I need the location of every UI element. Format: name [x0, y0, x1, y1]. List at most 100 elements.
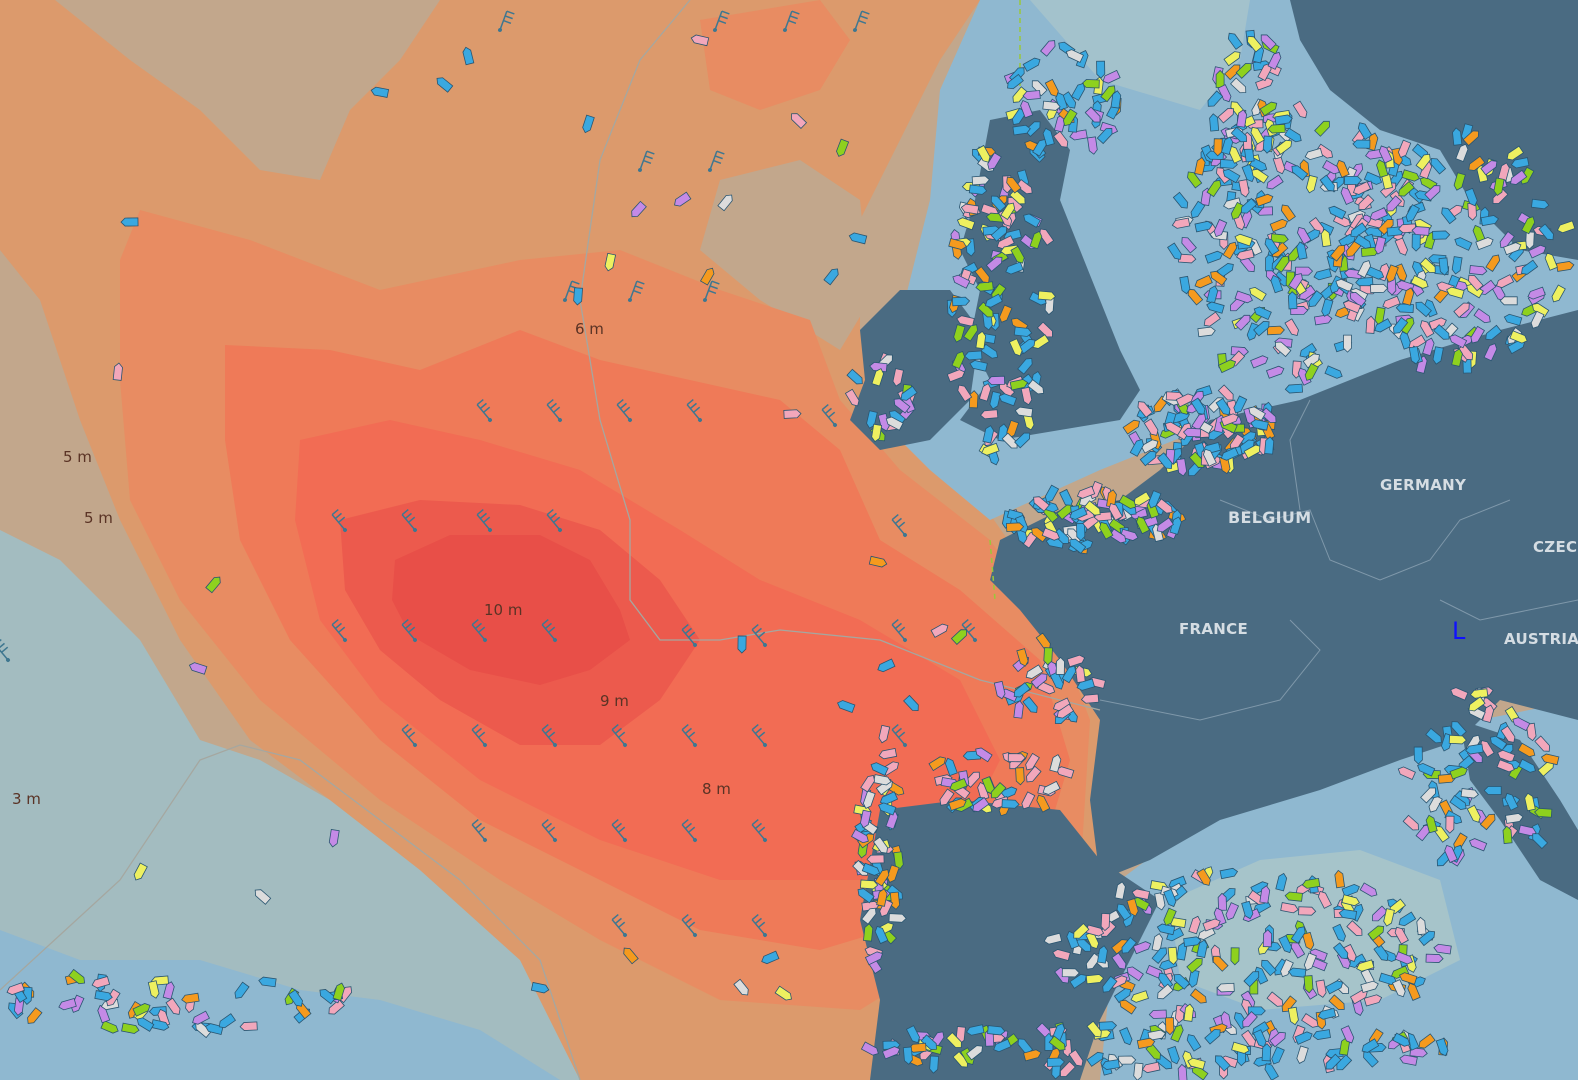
ship-icon[interactable] — [1249, 125, 1265, 145]
ship-icon[interactable] — [1296, 241, 1308, 260]
ship-icon[interactable] — [986, 375, 1006, 386]
ship-icon[interactable] — [1217, 106, 1236, 124]
ship-icon[interactable] — [1245, 34, 1263, 53]
ship-icon[interactable] — [1510, 157, 1530, 169]
ship-icon[interactable] — [1527, 286, 1546, 300]
ship-icon[interactable] — [948, 797, 968, 811]
ship-icon[interactable] — [328, 829, 340, 848]
ship-icon[interactable] — [1468, 837, 1488, 852]
ship-icon[interactable] — [964, 350, 983, 361]
ship-icon[interactable] — [1046, 1057, 1065, 1067]
ship-icon[interactable] — [892, 368, 904, 387]
ship-icon[interactable] — [1234, 312, 1253, 331]
ship-icon[interactable] — [1018, 337, 1037, 355]
ship-icon[interactable] — [1378, 144, 1393, 164]
ship-icon[interactable] — [1428, 156, 1447, 175]
ship-icon[interactable] — [1253, 319, 1272, 337]
ship-icon[interactable] — [1540, 753, 1560, 766]
ship-icon[interactable] — [1036, 321, 1055, 340]
ship-icon[interactable] — [1343, 334, 1352, 353]
ship-icon[interactable] — [1255, 193, 1275, 207]
ship-icon[interactable] — [1187, 1057, 1206, 1070]
ship-icon[interactable] — [1443, 844, 1458, 864]
ship-icon[interactable] — [864, 950, 884, 966]
ship-icon[interactable] — [1325, 979, 1345, 995]
ship-icon[interactable] — [1076, 523, 1086, 542]
ship-icon[interactable] — [1369, 207, 1388, 222]
ship-icon[interactable] — [1236, 109, 1248, 128]
ship-icon[interactable] — [1241, 900, 1254, 920]
ship-icon[interactable] — [1141, 1061, 1161, 1074]
ship-icon[interactable] — [1183, 1003, 1194, 1022]
ship-icon[interactable] — [1346, 920, 1365, 938]
ship-icon[interactable] — [1172, 972, 1191, 990]
ship-icon[interactable] — [1053, 130, 1071, 149]
ship-icon[interactable] — [1550, 284, 1566, 304]
ship-icon[interactable] — [1177, 1063, 1188, 1080]
ship-icon[interactable] — [874, 925, 889, 945]
ship-icon[interactable] — [1288, 271, 1305, 291]
ship-icon[interactable] — [1215, 69, 1225, 88]
ship-icon[interactable] — [1208, 269, 1228, 286]
ship-icon[interactable] — [1438, 257, 1449, 276]
ship-icon[interactable] — [1167, 1045, 1181, 1065]
ship-icon[interactable] — [977, 301, 996, 319]
ship-icon[interactable] — [1155, 498, 1174, 516]
ship-icon[interactable] — [1502, 825, 1513, 844]
ship-icon[interactable] — [1096, 126, 1114, 145]
ship-icon[interactable] — [1394, 237, 1409, 257]
ship-icon[interactable] — [1449, 686, 1469, 701]
ship-icon[interactable] — [1466, 155, 1486, 173]
ship-icon[interactable] — [1355, 959, 1375, 973]
ship-icon[interactable] — [1234, 290, 1254, 304]
ship-icon[interactable] — [1147, 490, 1162, 510]
ship-icon[interactable] — [951, 296, 971, 307]
ship-icon[interactable] — [1148, 1009, 1167, 1019]
ship-icon[interactable] — [1084, 106, 1103, 125]
ship-icon[interactable] — [1055, 656, 1065, 675]
ship-icon[interactable] — [1248, 285, 1267, 302]
ship-icon[interactable] — [1252, 1029, 1267, 1049]
ship-icon[interactable] — [1402, 814, 1421, 832]
ship-icon[interactable] — [1119, 1027, 1134, 1047]
ship-icon[interactable] — [1556, 261, 1575, 272]
ship-icon[interactable] — [1217, 892, 1227, 911]
ship-icon[interactable] — [1266, 365, 1286, 379]
ship-icon[interactable] — [135, 1016, 155, 1032]
ship-icon[interactable] — [1339, 186, 1355, 205]
ship-icon[interactable] — [1313, 268, 1332, 281]
ship-icon[interactable] — [1266, 991, 1285, 1009]
ship-icon[interactable] — [892, 396, 911, 414]
ship-icon[interactable] — [165, 997, 182, 1017]
ship-icon[interactable] — [1042, 100, 1061, 111]
ship-icon[interactable] — [1415, 152, 1433, 171]
ship-icon[interactable] — [1390, 965, 1410, 980]
ship-icon[interactable] — [1262, 929, 1273, 948]
ship-icon[interactable] — [1377, 217, 1396, 236]
ship-icon[interactable] — [120, 217, 139, 227]
ship-icon[interactable] — [1342, 943, 1358, 963]
ship-icon[interactable] — [733, 978, 751, 997]
ship-icon[interactable] — [717, 192, 735, 212]
ship-icon[interactable] — [1133, 1062, 1144, 1080]
ship-icon[interactable] — [1365, 315, 1376, 334]
ship-icon[interactable] — [1349, 988, 1369, 1005]
ship-icon[interactable] — [1136, 1037, 1156, 1050]
ship-icon[interactable] — [1263, 1062, 1279, 1080]
ship-icon[interactable] — [1287, 291, 1298, 310]
ship-icon[interactable] — [1519, 166, 1535, 186]
ship-icon[interactable] — [861, 862, 881, 877]
ship-icon[interactable] — [998, 304, 1013, 324]
ship-icon[interactable] — [1013, 700, 1024, 719]
ship-icon[interactable] — [147, 980, 160, 999]
ship-icon[interactable] — [973, 746, 993, 763]
ship-icon[interactable] — [1334, 278, 1354, 293]
ship-icon[interactable] — [1040, 38, 1058, 57]
ship-icon[interactable] — [1432, 230, 1451, 240]
ship-icon[interactable] — [1041, 527, 1061, 542]
ship-icon[interactable] — [860, 879, 879, 890]
ship-icon[interactable] — [948, 237, 967, 250]
ship-icon[interactable] — [1016, 648, 1029, 668]
ship-icon[interactable] — [68, 968, 87, 986]
ship-icon[interactable] — [1452, 127, 1463, 146]
